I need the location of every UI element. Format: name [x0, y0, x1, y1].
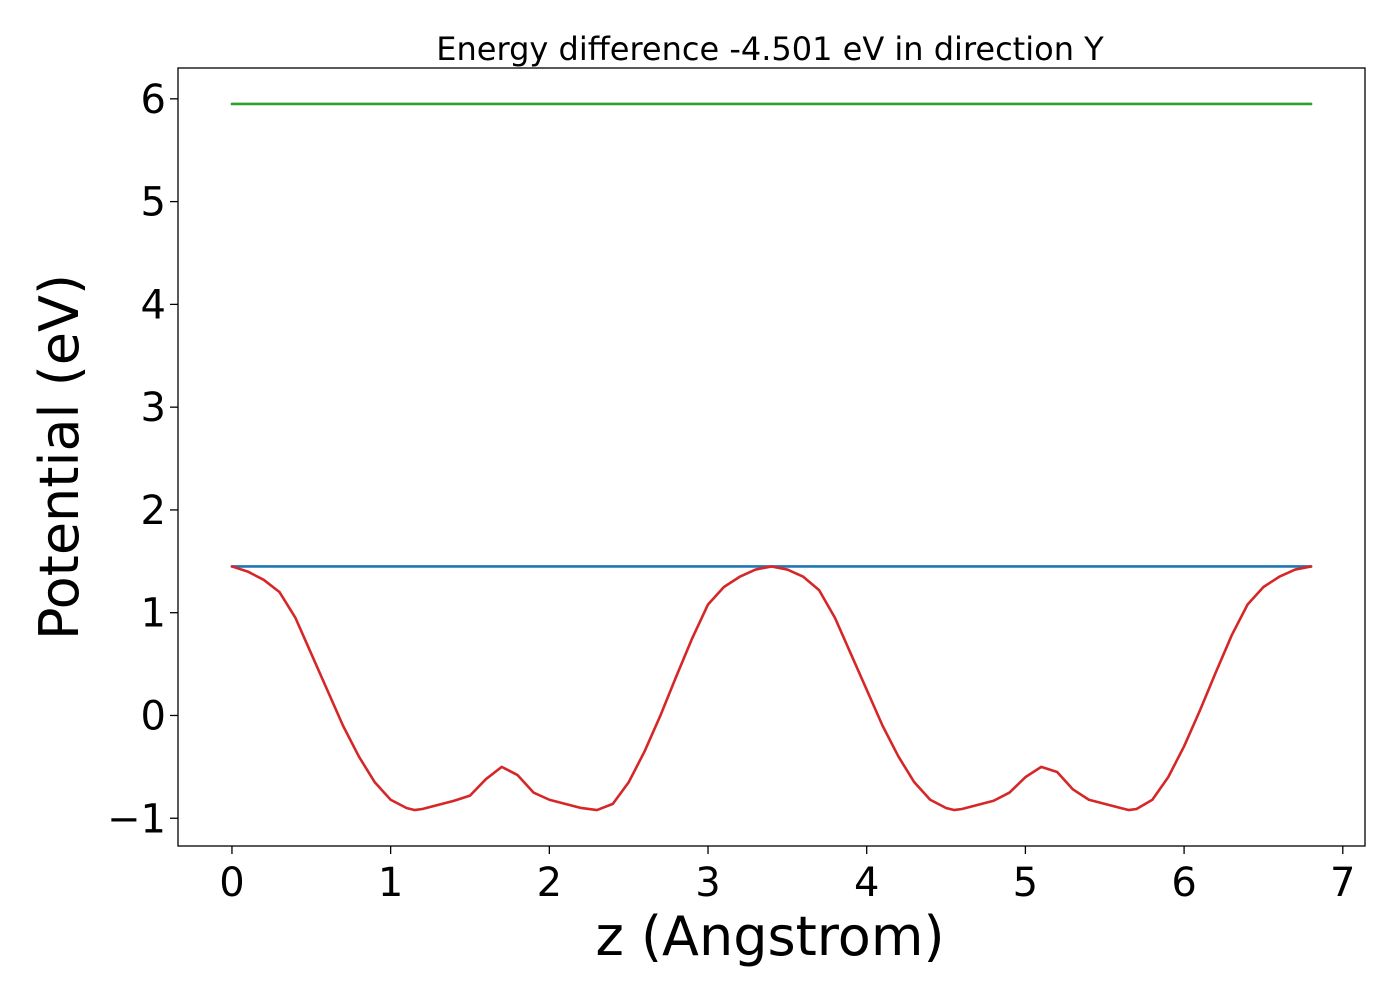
y-tick-label: 0 — [141, 693, 166, 739]
y-tick-label: 3 — [141, 385, 166, 431]
x-axis-label: z (Angstrom) — [595, 905, 944, 968]
chart-title: Energy difference -4.501 eV in direction… — [436, 30, 1104, 68]
y-axis-label: Potential (eV) — [28, 274, 91, 640]
y-tick-label: 4 — [141, 282, 166, 328]
x-tick-label: 6 — [1171, 860, 1196, 906]
series-line-2 — [230, 565, 1313, 812]
y-tick-label: −1 — [107, 796, 166, 842]
y-tick-label: 1 — [141, 591, 166, 637]
series-layer — [230, 102, 1313, 812]
y-tick-label: 5 — [141, 180, 166, 226]
x-tick-label: 5 — [1013, 860, 1038, 906]
y-axis-ticks: −1 0 1 2 3 4 5 6 — [107, 77, 178, 842]
y-tick-label: 2 — [141, 488, 166, 534]
y-tick-label: 6 — [141, 77, 166, 123]
x-tick-label: 3 — [695, 860, 720, 906]
x-tick-label: 0 — [219, 860, 244, 906]
x-tick-label: 1 — [378, 860, 403, 906]
x-tick-label: 4 — [854, 860, 879, 906]
plot-frame — [177, 67, 1366, 847]
x-tick-label: 2 — [537, 860, 562, 906]
x-tick-label: 7 — [1330, 860, 1355, 906]
x-axis-ticks: 0 1 2 3 4 5 6 7 — [219, 846, 1356, 906]
